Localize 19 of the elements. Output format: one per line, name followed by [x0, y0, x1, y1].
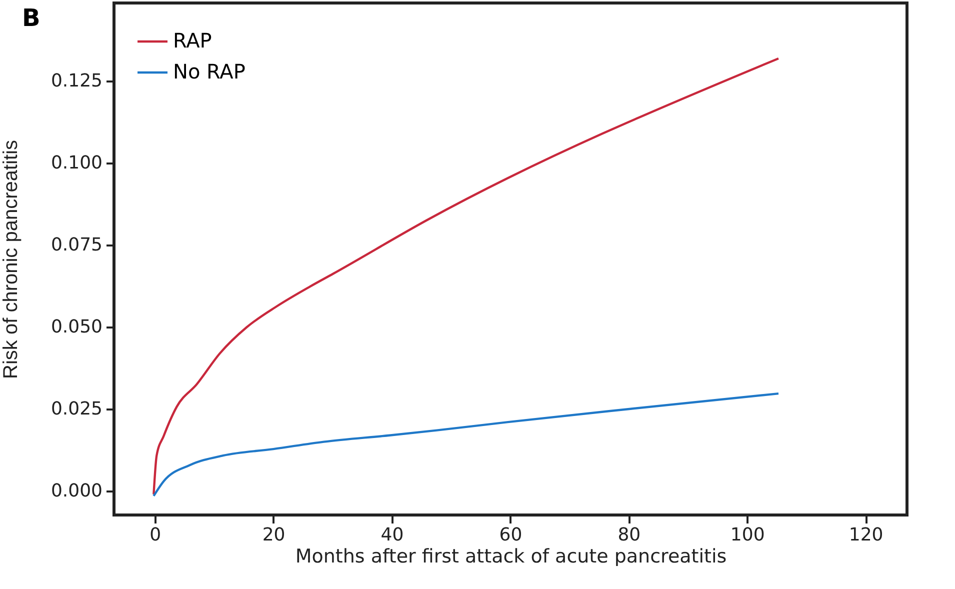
text: B: [22, 4, 40, 32]
line-series: [152, 57, 780, 496]
y-tick-label: 0.025: [50, 398, 102, 420]
y-tick-label: 0.100: [50, 152, 102, 174]
x-tick-label: 60: [499, 524, 522, 546]
x-tick-label: 20: [262, 524, 286, 546]
legend-label: RAP: [173, 28, 212, 52]
y-tick-label: 0.125: [50, 70, 102, 92]
x-tick-label: 0: [150, 524, 162, 546]
y-axis-title: Risk of chronic pancreatitis: [0, 140, 22, 379]
y-tick-label: 0.075: [50, 234, 102, 256]
x-tick-label: 120: [848, 524, 884, 546]
y-tick-label: 0.000: [50, 480, 102, 502]
x-tick-label: 80: [618, 524, 641, 546]
legend-label: No RAP: [173, 60, 246, 84]
x-tick-label: 40: [380, 524, 404, 546]
x-tick-label: 100: [730, 524, 765, 546]
y-tick-label: 0.050: [50, 316, 102, 338]
line-series: [152, 392, 780, 498]
